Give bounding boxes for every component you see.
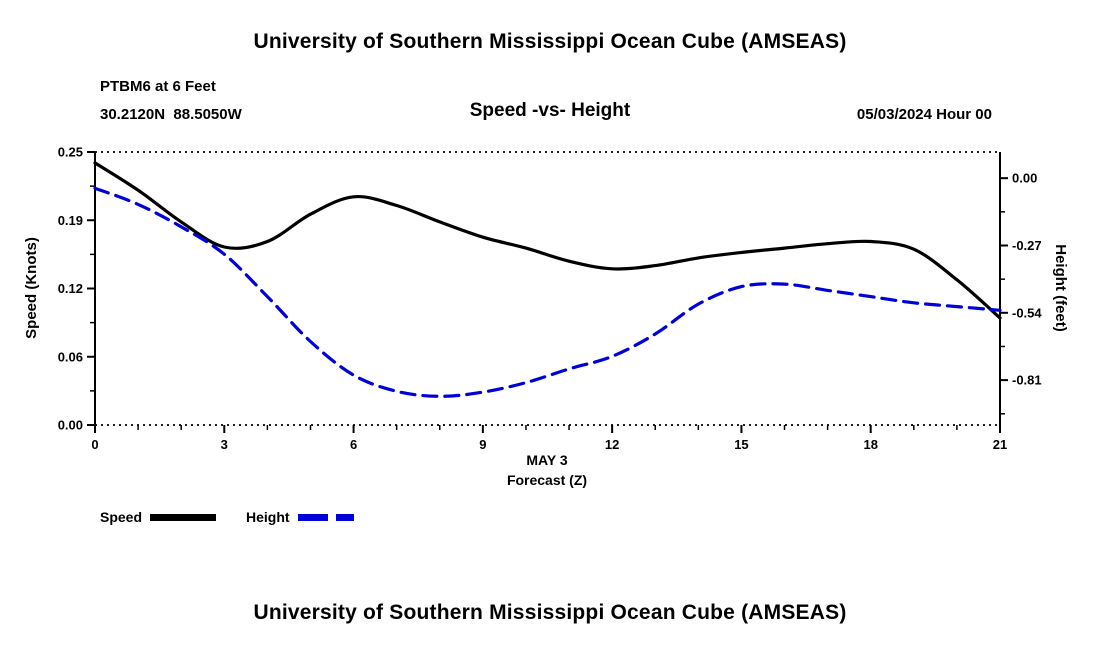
x-tick-label: 15 [734,437,748,452]
x-tick-label: 3 [221,437,228,452]
y-right-tick-label: 0.00 [1012,171,1037,186]
legend-item-height: Height [246,509,354,525]
legend-speed-swatch [150,513,217,521]
x-axis-title: Forecast (Z) [507,472,587,488]
y-left-axis-title: Speed (Knots) [23,237,40,339]
y-left-tick-label: 0.00 [58,418,83,433]
y-left-tick-label: 0.12 [58,281,83,296]
speed-height-chart: MAY 3 Forecast (Z) Speed (Knots) Height … [23,145,1069,489]
coordinates-label: 30.2120N 88.5050W [100,106,242,123]
x-tick-label: 12 [605,437,619,452]
x-tick-label: 0 [91,437,98,452]
speed-series-line [93,161,1002,320]
height-series-line [93,186,1002,398]
chart-subtitle: Speed -vs- Height [469,100,631,121]
y-right-tick-label: -0.27 [1012,238,1042,253]
station-label: PTBM6 at 6 Feet [100,78,216,95]
forecast-datetime: 05/03/2024 Hour 00 [856,106,992,123]
x-tick-label: 9 [479,437,486,452]
x-tick-label: 21 [993,437,1007,452]
x-axis-date-label: MAY 3 [526,452,567,468]
legend-height-label: Height [246,509,290,525]
y-right-tick-label: -0.54 [1012,305,1042,320]
x-tick-label: 18 [863,437,877,452]
page-title: University of Southern Mississippi Ocean… [253,30,847,53]
chart-legend: Speed Height [100,509,354,525]
x-tick-label: 6 [350,437,357,452]
y-left-tick-label: 0.19 [58,213,83,228]
legend-item-speed: Speed [100,509,217,525]
y-left-tick-label: 0.25 [58,145,83,160]
y-right-axis-title: Height (feet) [1052,244,1069,332]
y-left-tick-label: 0.06 [58,349,83,364]
y-right-tick-label: -0.81 [1012,373,1042,388]
page-title-bottom: University of Southern Mississippi Ocean… [253,601,847,624]
legend-speed-label: Speed [100,509,143,525]
legend-height-swatch [297,513,354,521]
